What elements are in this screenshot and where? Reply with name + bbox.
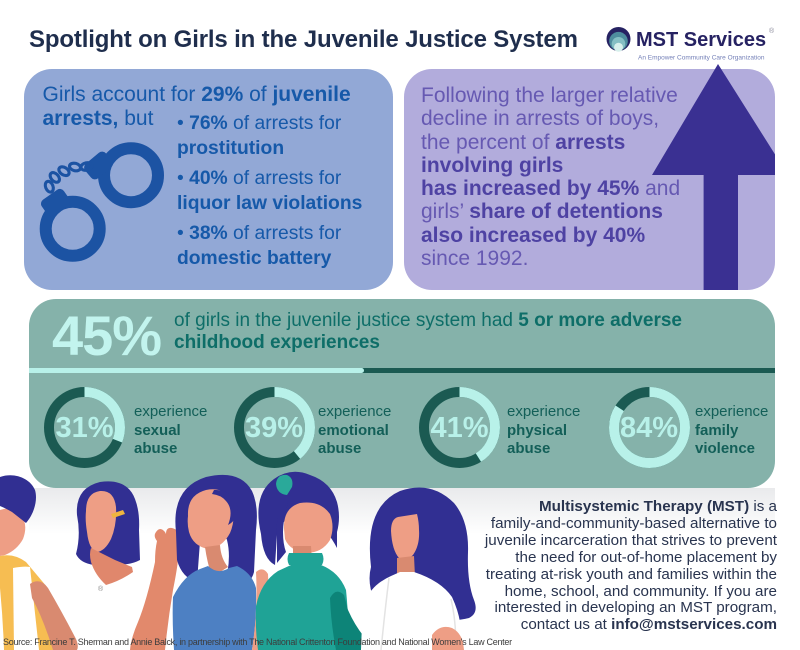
svg-text:MST Services: MST Services [636,29,766,51]
svg-text:®: ® [769,27,775,35]
svg-text:An Empower Community Care Orga: An Empower Community Care Organization [638,55,765,62]
svg-text:®: ® [98,585,104,593]
